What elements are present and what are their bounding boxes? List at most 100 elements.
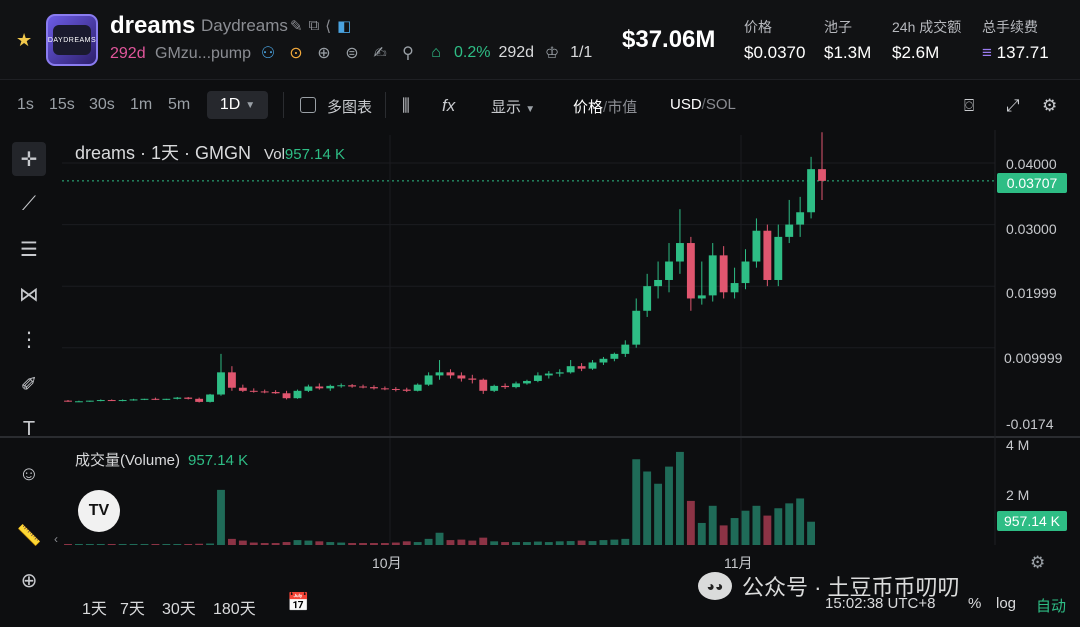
fib-levels-icon[interactable]: ⋮ [19, 328, 39, 351]
candle-body [523, 380, 531, 384]
multi-chart-checkbox[interactable] [300, 97, 316, 113]
warning-icon[interactable]: ⊙ [289, 45, 303, 62]
volume-bar [140, 544, 149, 545]
contract-address[interactable]: GMzu...pump [155, 45, 252, 62]
timeframe-5m[interactable]: 5m [168, 96, 191, 113]
auto-scale-toggle[interactable]: 自动 [1036, 598, 1067, 615]
candle-body [752, 230, 761, 262]
tradingview-logo[interactable]: TV [78, 490, 120, 532]
tag-icon[interactable]: ◧ [337, 18, 352, 35]
edit-icon[interactable]: ✎ [290, 18, 303, 35]
candle-body [195, 398, 204, 402]
volume-bar [686, 500, 695, 545]
axis-settings-icon[interactable]: ⚙ [1030, 553, 1046, 572]
zoom-in-icon[interactable]: ⊕ [20, 569, 38, 592]
volume-bar [217, 489, 225, 545]
text-tool-icon[interactable]: T [22, 417, 36, 440]
globe-icon[interactable]: ⊕ [317, 45, 331, 62]
indicators-fx-icon[interactable]: fx [442, 96, 456, 115]
fullscreen-icon[interactable]: ⤢ [1006, 96, 1020, 115]
solana-icon: ≡ [982, 43, 992, 62]
current-price-tag: 0.03707 [997, 173, 1067, 193]
candle-body [271, 392, 280, 394]
price-mcap-toggle[interactable]: 价格/市值 [573, 99, 638, 116]
candle-body [348, 385, 357, 387]
candle-body [370, 387, 378, 389]
timeframe-15s[interactable]: 15s [49, 96, 75, 113]
volume-bar [337, 542, 346, 545]
candle-body [64, 400, 72, 402]
share-icon[interactable]: ⟨ [325, 18, 332, 35]
copy-icon[interactable]: ⧉ [308, 17, 320, 34]
volume-bar [271, 543, 280, 545]
stat-price: 价格 $0.0370 [744, 19, 806, 62]
candle-body [184, 397, 193, 399]
candle-body [391, 388, 400, 390]
volume-bar [151, 544, 160, 545]
volume-bar [74, 544, 83, 545]
list-icon[interactable]: ⊜ [345, 45, 359, 62]
multi-chart-label[interactable]: 多图表 [327, 99, 373, 116]
range-180d[interactable]: 180天 [213, 601, 256, 618]
brush-icon[interactable]: ✐ [20, 373, 38, 396]
trend-line-icon[interactable]: ⟋ [22, 192, 36, 215]
volume-bar [348, 543, 357, 545]
candle-body [785, 224, 794, 237]
candle-body [260, 391, 269, 393]
volume-bar [512, 542, 520, 545]
volume-bar [632, 459, 641, 545]
legend-vol-prefix: Vol [264, 146, 285, 163]
volume-bar [490, 541, 499, 545]
candle-body [501, 385, 510, 388]
volume-bar [599, 540, 608, 545]
volume-bar [730, 518, 739, 545]
collapse-arrow-icon[interactable]: ‹ [54, 532, 58, 546]
favorite-star-icon[interactable]: ★ [16, 30, 33, 50]
volume-bar [413, 542, 422, 545]
display-dropdown[interactable]: 显示 ▼ [491, 99, 536, 116]
volume-bar [523, 542, 531, 545]
pattern-icon[interactable]: ⋈ [19, 283, 39, 306]
horizontal-lines-icon[interactable]: ☰ [20, 238, 38, 261]
log-toggle[interactable]: log [996, 595, 1017, 612]
candle-body [610, 353, 619, 359]
timeframe-30s[interactable]: 30s [89, 96, 115, 113]
search-icon[interactable]: ⚲ [402, 45, 414, 62]
edit-note-icon[interactable]: ✍ [373, 45, 387, 62]
volume-bar [501, 542, 510, 545]
emoji-icon[interactable]: ☺ [18, 462, 40, 485]
candle-body [457, 375, 466, 379]
candle-body [337, 385, 346, 387]
candle-body [512, 383, 520, 388]
currency-toggle[interactable]: USD/SOL [670, 96, 736, 113]
volume-bar [359, 543, 367, 545]
timeframe-1d-dropdown[interactable]: 1D ▼ [207, 91, 268, 119]
volume-bar [184, 544, 193, 545]
settings-gear-icon[interactable]: ⚙ [1042, 96, 1058, 115]
volume-bar [752, 505, 761, 545]
volume-bar [260, 543, 269, 545]
candle-body [359, 386, 367, 388]
candle-body [238, 387, 247, 391]
volume-bar [665, 466, 673, 545]
logo-text: DAYDREAMS [48, 25, 96, 55]
volume-bar [643, 471, 652, 545]
user-icon[interactable]: ⚇ [260, 45, 276, 62]
range-30d[interactable]: 30天 [162, 601, 196, 618]
candle-body [566, 366, 575, 373]
timeframe-1m[interactable]: 1m [130, 96, 153, 113]
crosshair-icon[interactable]: ✛ [12, 142, 46, 176]
candle-body [173, 397, 182, 399]
percent-toggle[interactable]: % [968, 595, 982, 612]
time-tick: 10月 [372, 555, 402, 571]
timeframe-1s[interactable]: 1s [17, 96, 34, 113]
range-7d[interactable]: 7天 [120, 601, 145, 618]
range-1d[interactable]: 1天 [82, 601, 107, 618]
ruler-icon[interactable]: 📏 [16, 524, 42, 547]
candle-body [654, 279, 663, 287]
candle-type-icon[interactable]: ⫼ [402, 96, 410, 115]
candle-body [796, 212, 805, 225]
camera-icon[interactable]: ⌼ [964, 96, 975, 115]
date-range-calendar-icon[interactable]: 📅 [287, 592, 310, 612]
